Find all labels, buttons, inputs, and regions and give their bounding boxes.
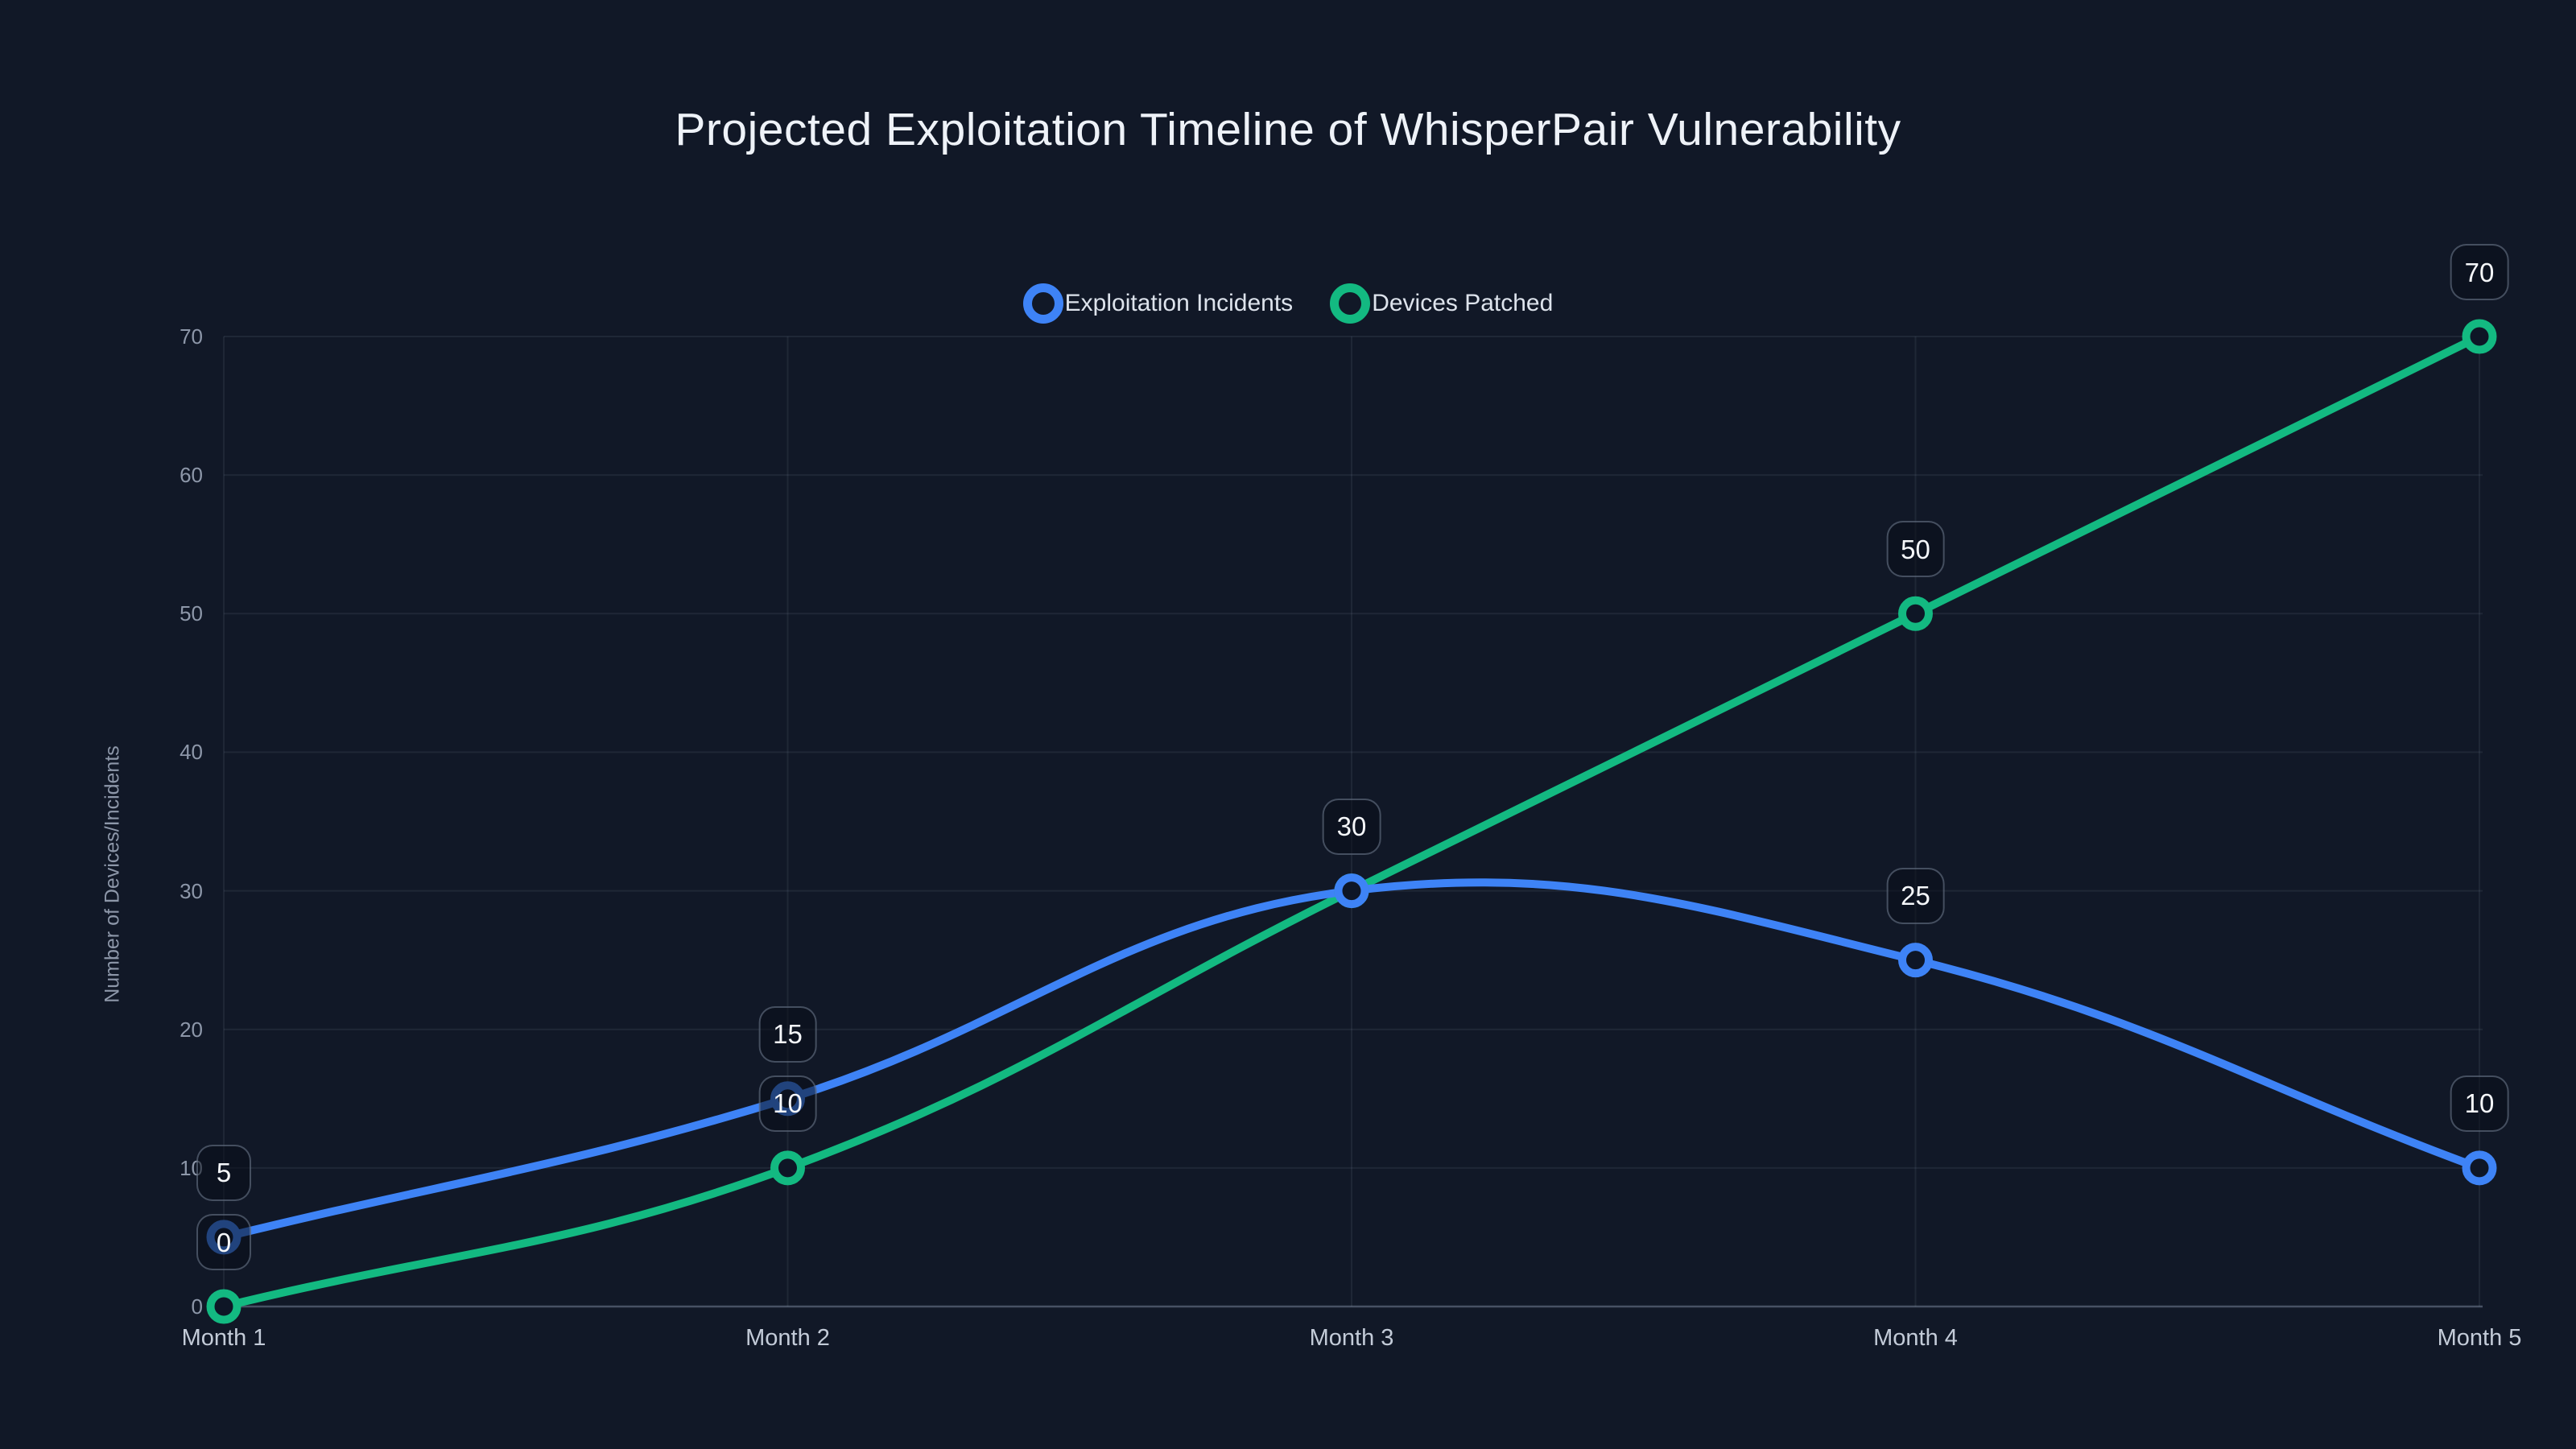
y-tick-label: 0 <box>191 1294 203 1319</box>
x-tick-label: Month 2 <box>745 1325 830 1351</box>
x-tick-label: Month 3 <box>1309 1325 1394 1351</box>
data-point-value-label: 25 <box>1886 867 1945 924</box>
y-tick-label: 40 <box>180 740 203 765</box>
y-tick-label: 30 <box>180 878 203 903</box>
data-point-devices-patched[interactable] <box>206 1289 242 1324</box>
y-tick-label: 20 <box>180 1017 203 1042</box>
data-point-exploitation-incidents[interactable] <box>1334 873 1369 909</box>
legend-marker-ring-icon <box>1330 283 1371 324</box>
data-point-value-label: 10 <box>2450 1075 2509 1132</box>
y-tick-label: 60 <box>180 463 203 488</box>
legend-label: Exploitation Incidents <box>1064 290 1294 316</box>
data-point-value-label: 10 <box>758 1075 817 1132</box>
data-point-value-label: 70 <box>2450 244 2509 300</box>
y-tick-label: 70 <box>180 324 203 349</box>
data-point-value-label: 50 <box>1886 521 1945 578</box>
y-tick-label: 10 <box>180 1155 203 1180</box>
data-point-devices-patched[interactable] <box>2462 319 2497 354</box>
data-point-exploitation-incidents[interactable] <box>2462 1150 2497 1186</box>
legend-item-exploitation-incidents[interactable]: Exploitation Incidents <box>1022 283 1294 324</box>
legend: Exploitation Incidents Devices Patched <box>0 283 2576 324</box>
x-tick-label: Month 1 <box>181 1325 266 1351</box>
x-tick-label: Month 4 <box>1873 1325 1958 1351</box>
legend-marker-ring-icon <box>1022 283 1063 324</box>
y-tick-label: 50 <box>180 601 203 626</box>
data-point-devices-patched[interactable] <box>1898 596 1933 631</box>
data-point-value-label: 30 <box>1322 798 1381 855</box>
x-tick-label: Month 5 <box>2437 1325 2522 1351</box>
data-point-value-label: 0 <box>196 1214 251 1270</box>
legend-label: Devices Patched <box>1372 290 1554 316</box>
data-point-devices-patched[interactable] <box>770 1150 805 1186</box>
data-point-value-label: 5 <box>196 1144 251 1201</box>
chart-title: Projected Exploitation Timeline of Whisp… <box>675 104 1901 155</box>
data-point-exploitation-incidents[interactable] <box>1898 943 1933 978</box>
data-point-value-label: 15 <box>758 1005 817 1063</box>
legend-item-devices-patched[interactable]: Devices Patched <box>1330 283 1553 324</box>
